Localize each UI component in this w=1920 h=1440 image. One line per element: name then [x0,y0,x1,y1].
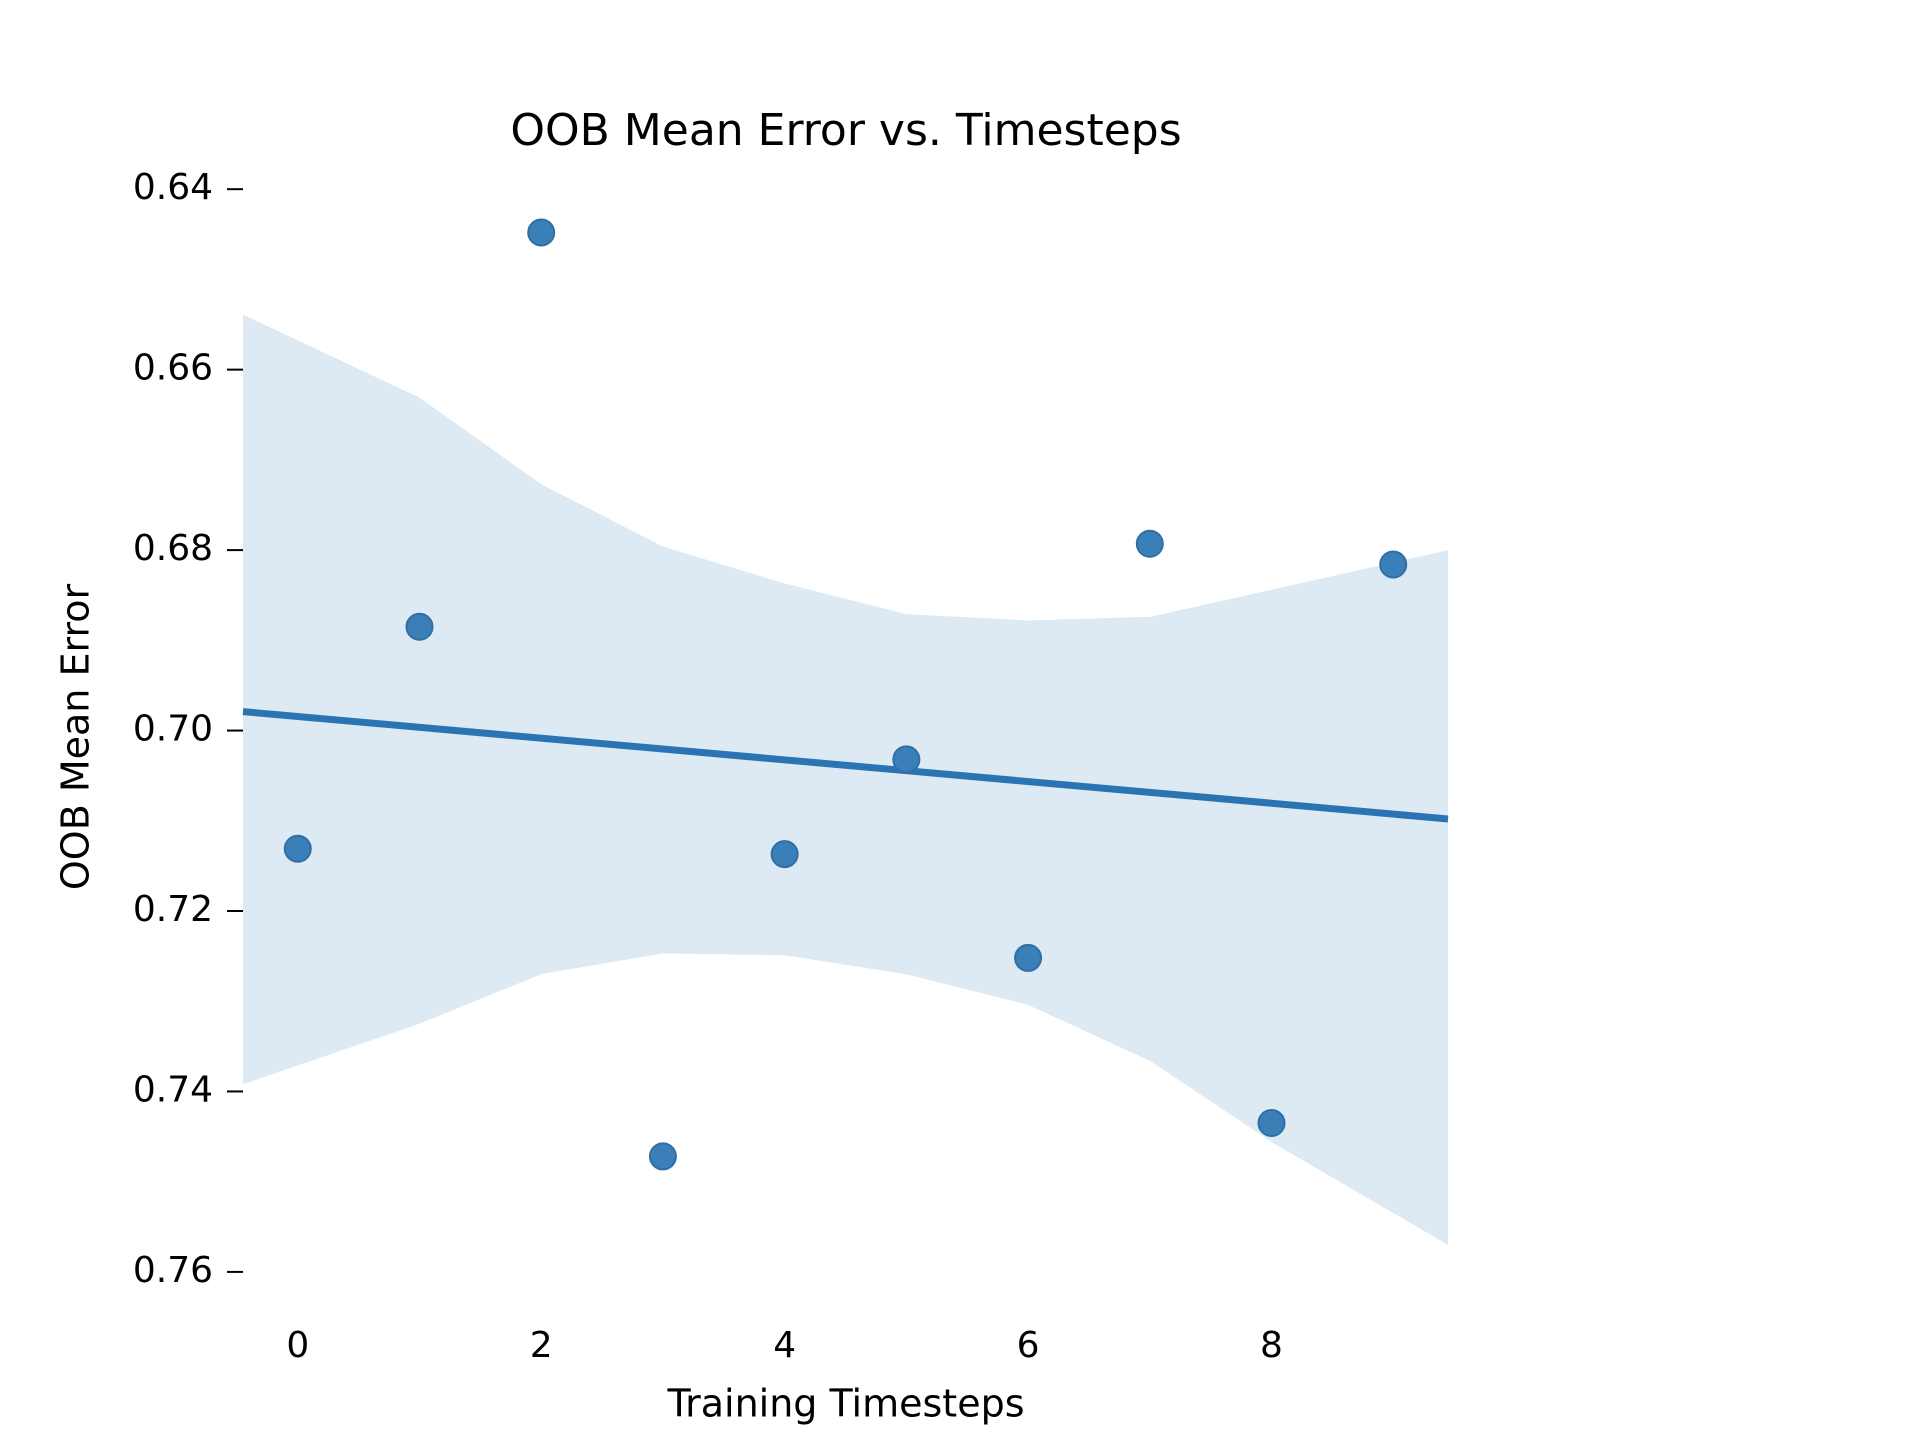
y-tick-label: 0.76 [133,1250,213,1291]
data-point [1257,1109,1286,1138]
data-point [405,612,434,641]
x-tick-label: 6 [1017,1325,1040,1366]
y-tick-label: 0.66 [133,348,213,389]
data-point [1379,550,1408,579]
y-tick-label: 0.70 [133,709,213,750]
y-tick-label: 0.68 [133,528,213,569]
confidence-band [243,314,1448,1245]
data-point [1014,943,1043,972]
data-point [283,834,312,863]
data-point [527,218,556,247]
data-point [1135,529,1164,558]
chart-title: OOB Mean Error vs. Timesteps [510,105,1181,156]
x-tick-label: 0 [286,1325,309,1366]
data-point [648,1142,677,1171]
data-point [770,840,799,869]
regression-line [242,708,1449,823]
y-tick-label: 0.72 [133,889,213,930]
x-tick-label: 2 [530,1325,553,1366]
x-axis-label: Training Timesteps [666,1382,1024,1426]
y-tick-label: 0.74 [133,1069,213,1110]
x-tick-label: 8 [1260,1325,1283,1366]
y-tick-label: 0.64 [133,167,213,208]
x-tick-label: 4 [773,1325,796,1366]
y-axis-label: OOB Mean Error [54,584,98,891]
data-point [892,745,921,774]
